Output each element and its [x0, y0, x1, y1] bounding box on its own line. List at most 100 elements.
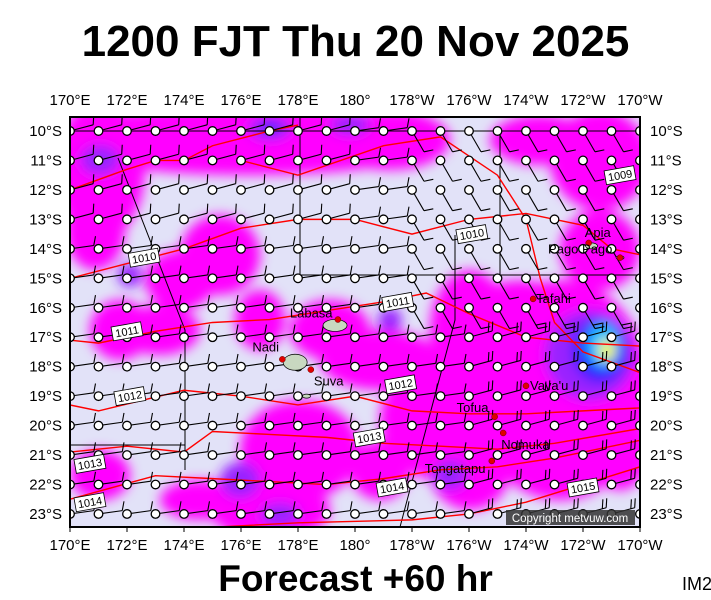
- wind-station-circle: [521, 450, 531, 461]
- wind-station-circle: [435, 214, 446, 225]
- wind-station-circle: [70, 126, 75, 136]
- wind-barb: [293, 294, 325, 313]
- wind-station-circle: [549, 302, 560, 313]
- wind-station-circle: [264, 509, 275, 519]
- wind-barb: [236, 236, 268, 254]
- wind-barb: [635, 332, 640, 343]
- lat-label-right: 15°S: [650, 270, 683, 287]
- wind-barb: [549, 321, 579, 343]
- wind-station-circle: [578, 332, 588, 343]
- wind-station-circle: [264, 391, 275, 402]
- wind-barb: [293, 265, 325, 284]
- wind-station-circle: [122, 214, 132, 225]
- svg-text:1013: 1013: [356, 430, 382, 446]
- wind-barb: [321, 501, 353, 519]
- wind-station-circle: [122, 243, 132, 254]
- wind-station-circle: [521, 155, 531, 166]
- wind-barb: [207, 144, 237, 166]
- wind-barb: [521, 380, 551, 402]
- wind-barb: [207, 383, 239, 402]
- isobar-label: 1014: [375, 477, 409, 498]
- wind-barb: [549, 350, 579, 372]
- wind-station-circle: [293, 450, 303, 461]
- wind-station-circle: [464, 214, 474, 225]
- wind-barb: [179, 324, 211, 343]
- wind-station-circle: [236, 126, 246, 136]
- wind-barb: [407, 353, 439, 372]
- wind-station-circle: [549, 155, 560, 166]
- wind-station-circle: [378, 361, 389, 372]
- place-apia: Apia: [585, 225, 611, 247]
- wind-barb: [236, 265, 268, 284]
- wind-station-circle: [207, 155, 218, 166]
- wind-station-circle: [179, 509, 189, 519]
- wind-station-circle: [150, 184, 161, 195]
- wind-barb: [150, 265, 182, 284]
- wind-station-circle: [207, 302, 218, 313]
- wind-barb: [70, 501, 97, 519]
- wind-barb: [435, 243, 462, 271]
- wind-barb: [635, 450, 640, 461]
- wind-barb: [464, 380, 494, 402]
- lon-label-top: 170°W: [617, 92, 663, 109]
- wind-barb: [70, 236, 97, 254]
- wind-station-circle: [635, 126, 640, 136]
- wind-barb: [321, 174, 351, 195]
- wind-station-circle: [492, 273, 503, 284]
- wind-barb: [378, 383, 410, 402]
- island: [322, 319, 348, 332]
- wind-station-circle: [321, 509, 332, 519]
- wind-station-circle: [321, 302, 332, 313]
- wind-barb: [492, 468, 522, 490]
- wind-barb: [207, 442, 239, 461]
- wind-station-circle: [606, 243, 617, 254]
- wind-barb: [407, 383, 439, 402]
- wind-barb: [407, 273, 434, 300]
- wind-barb: [407, 412, 439, 431]
- wind-barb: [521, 468, 551, 490]
- wind-barb: [606, 214, 633, 241]
- wind-station-circle: [207, 126, 218, 136]
- wind-station-circle: [150, 155, 161, 166]
- wind-barb: [150, 294, 182, 313]
- image-code: IM2: [682, 574, 711, 594]
- wind-station-circle: [407, 361, 417, 372]
- place-marker: [616, 254, 624, 261]
- map-area: 1009 1010 1010 1011 1011 1012 1012 1013 1013 1014…: [70, 117, 640, 527]
- wind-barb: [122, 294, 154, 313]
- wind-barb: [492, 380, 522, 402]
- wind-barb: [578, 439, 608, 461]
- wind-station-circle: [435, 361, 446, 372]
- wind-station-circle: [549, 126, 560, 136]
- wind-station-circle: [321, 332, 332, 343]
- wind-barb: [70, 117, 95, 136]
- rain-area: [378, 308, 402, 332]
- wind-station-circle: [350, 214, 360, 225]
- wind-station-circle: [521, 420, 531, 431]
- lat-label-right: 23°S: [650, 506, 683, 523]
- wind-station-circle: [293, 273, 303, 284]
- wind-station-circle: [150, 420, 161, 431]
- lat-label-right: 17°S: [650, 329, 683, 346]
- wind-station-circle: [93, 243, 104, 254]
- wind-barb: [407, 155, 434, 182]
- svg-text:1014: 1014: [379, 480, 405, 496]
- lon-label-top: 176°E: [220, 92, 261, 109]
- wind-barb: [150, 442, 182, 461]
- wind-barb: [464, 126, 491, 153]
- wind-station-circle: [207, 243, 218, 254]
- wind-station-circle: [70, 155, 75, 166]
- wind-barb: [492, 126, 519, 153]
- lat-label-right: 19°S: [650, 388, 683, 405]
- wind-station-circle: [150, 302, 161, 313]
- wind-barb: [350, 118, 382, 136]
- wind-station-circle: [464, 391, 474, 402]
- wind-station-circle: [264, 479, 275, 490]
- wind-barb: [93, 144, 123, 166]
- wind-barb: [464, 243, 491, 271]
- wind-station-circle: [236, 509, 246, 519]
- lon-label-bottom: 170°W: [617, 537, 663, 554]
- wind-barb: [378, 206, 410, 225]
- place-marker: [585, 239, 592, 247]
- wind-station-circle: [521, 273, 531, 284]
